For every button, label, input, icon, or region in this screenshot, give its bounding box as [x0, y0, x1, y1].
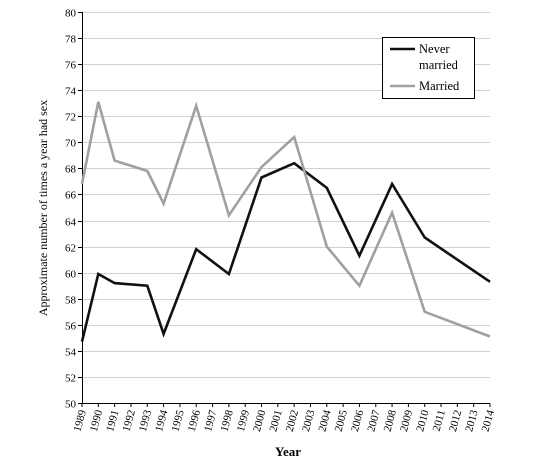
- series-line-married: [80, 101, 491, 338]
- y-tick-label: 64: [65, 217, 77, 229]
- y-tick-label: 80: [65, 8, 77, 20]
- y-tick-label: 60: [65, 269, 77, 281]
- x-tick-label: 2012: [447, 409, 464, 433]
- x-tick-label: 1994: [153, 408, 170, 433]
- x-axis-label: Year: [275, 444, 301, 459]
- x-tick-label: 2003: [300, 408, 317, 433]
- x-tick-label: 1992: [121, 409, 138, 433]
- legend-label-married: Married: [419, 79, 460, 93]
- y-axis-label: Approximate number of times a year had s…: [36, 100, 50, 316]
- y-tick-label: 78: [65, 34, 77, 46]
- x-tick-label: 1997: [202, 408, 219, 433]
- y-tick-label: 52: [65, 373, 76, 385]
- y-tick-label: 50: [65, 399, 77, 411]
- x-tick-label: 1989: [72, 408, 89, 433]
- x-tick-label: 2009: [398, 408, 415, 433]
- x-tick-label: 2004: [316, 408, 333, 433]
- x-tick-label: 2005: [333, 408, 350, 433]
- x-tick-label: 2010: [414, 408, 431, 433]
- legend-box: [382, 37, 475, 99]
- y-tick-label: 76: [65, 60, 77, 72]
- x-tick-label: 2002: [284, 409, 301, 433]
- y-tick-label: 58: [65, 295, 77, 307]
- y-tick-label: 54: [65, 347, 77, 359]
- legend: Never married Married: [382, 37, 475, 99]
- y-tick-label: 56: [65, 321, 77, 333]
- y-tick-labels: 50 52 54 56 58 60 62 64 66 68 70 72 74 76 78 80: [65, 8, 77, 411]
- y-tick-label: 72: [65, 112, 76, 124]
- x-tick-label: 1991: [104, 409, 121, 433]
- x-tick-label: 2006: [349, 408, 366, 433]
- x-tick-label: 2007: [365, 408, 382, 433]
- x-tick-label: 1996: [186, 408, 203, 433]
- x-tick-label: 2001: [267, 409, 284, 433]
- legend-label-never-married-line2: married: [419, 58, 459, 72]
- y-tick-label: 62: [65, 243, 76, 255]
- series-lines: [80, 101, 491, 343]
- x-tick-label: 1990: [88, 408, 105, 433]
- series-line-never-married: [80, 161, 491, 343]
- x-tick-label: 2011: [431, 409, 448, 433]
- x-tick-label: 1998: [219, 408, 236, 433]
- y-tick-label: 74: [65, 86, 77, 98]
- x-tick-label: 1995: [170, 408, 187, 433]
- legend-label-never-married-line1: Never: [419, 42, 450, 56]
- x-tick-label: 1993: [137, 408, 154, 433]
- x-tick-labels: 1989 1990 1991 1992 1993 1994 1995 1996 1997 1998…: [72, 408, 497, 433]
- y-tick-label: 68: [65, 164, 77, 176]
- y-tick-label: 70: [65, 138, 77, 150]
- x-tick-label: 2000: [251, 408, 268, 433]
- x-tick-label: 2008: [382, 408, 399, 433]
- x-tick-label: 2014: [480, 408, 497, 433]
- y-tick-label: 66: [65, 190, 77, 202]
- x-tick-label: 1999: [235, 408, 252, 433]
- x-tick-label: 2013: [463, 408, 480, 433]
